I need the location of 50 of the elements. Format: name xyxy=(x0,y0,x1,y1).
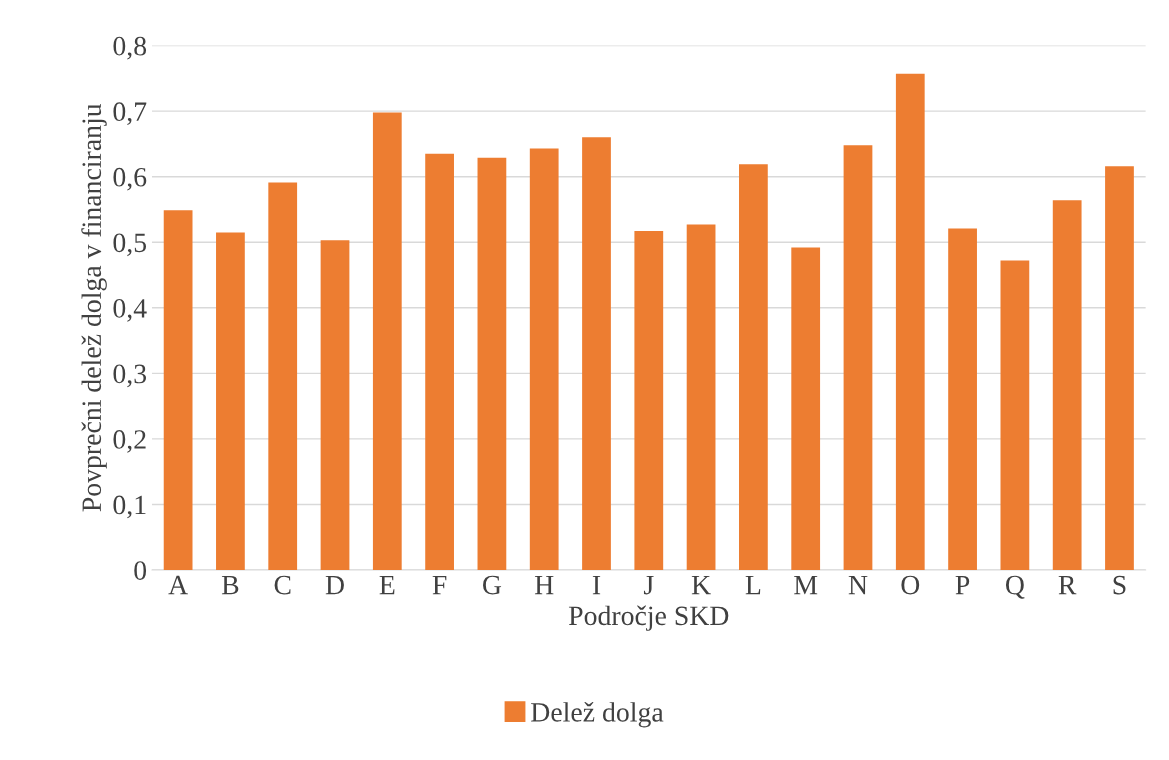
y-tick-label: 0,5 xyxy=(113,233,147,257)
y-tick-label: 0 xyxy=(134,561,147,580)
x-tick-label: J xyxy=(643,575,654,595)
bar xyxy=(1105,166,1134,570)
y-tick-label: 0,6 xyxy=(113,167,147,191)
x-tick-label: K xyxy=(691,575,711,595)
x-tick-label: I xyxy=(592,575,601,595)
x-tick-label: G xyxy=(483,575,502,595)
bar xyxy=(686,224,716,570)
legend-label: Delež dolga xyxy=(531,702,664,728)
x-tick-label: A xyxy=(168,575,188,595)
y-tick-label: 0,1 xyxy=(113,495,146,519)
x-tick-label: P xyxy=(955,575,970,595)
y-tick-label: 0,3 xyxy=(113,364,147,388)
x-tick-label: F xyxy=(432,575,447,595)
x-tick-label: O xyxy=(901,575,920,595)
bar xyxy=(739,164,768,570)
bar xyxy=(1000,260,1030,570)
y-tick-label: 0,2 xyxy=(113,430,146,453)
bar xyxy=(948,228,977,570)
bar xyxy=(582,137,611,570)
x-tick-label: N xyxy=(848,575,868,595)
bar xyxy=(791,247,821,570)
x-tick-label: L xyxy=(745,575,761,595)
x-tick-label: E xyxy=(379,575,395,595)
bar xyxy=(268,182,298,570)
bar xyxy=(843,145,873,570)
x-axis-title: Področje SKD xyxy=(568,605,729,631)
bar xyxy=(477,157,507,570)
bar xyxy=(216,232,245,570)
x-tick-label: D xyxy=(325,575,344,595)
y-tick-label: 0,8 xyxy=(113,36,147,60)
x-tick-label: B xyxy=(221,575,239,595)
y-tick-label: 0,7 xyxy=(113,102,147,126)
bar xyxy=(163,210,193,570)
bar xyxy=(320,240,350,570)
bar xyxy=(634,231,664,570)
x-tick-label: Q xyxy=(1005,575,1025,599)
y-axis-title: Povprečni delež dolga v financiranju xyxy=(81,103,107,512)
bar xyxy=(529,148,559,570)
bar xyxy=(425,153,454,570)
x-tick-label: M xyxy=(794,575,818,595)
bar xyxy=(372,112,402,570)
x-tick-label: C xyxy=(274,575,291,595)
x-tick-label: S xyxy=(1113,575,1126,595)
x-tick-label: H xyxy=(534,575,554,595)
y-tick-label: 0,4 xyxy=(113,298,147,322)
x-tick-label: R xyxy=(1058,575,1077,595)
bar xyxy=(1052,200,1082,570)
bar xyxy=(895,73,925,570)
